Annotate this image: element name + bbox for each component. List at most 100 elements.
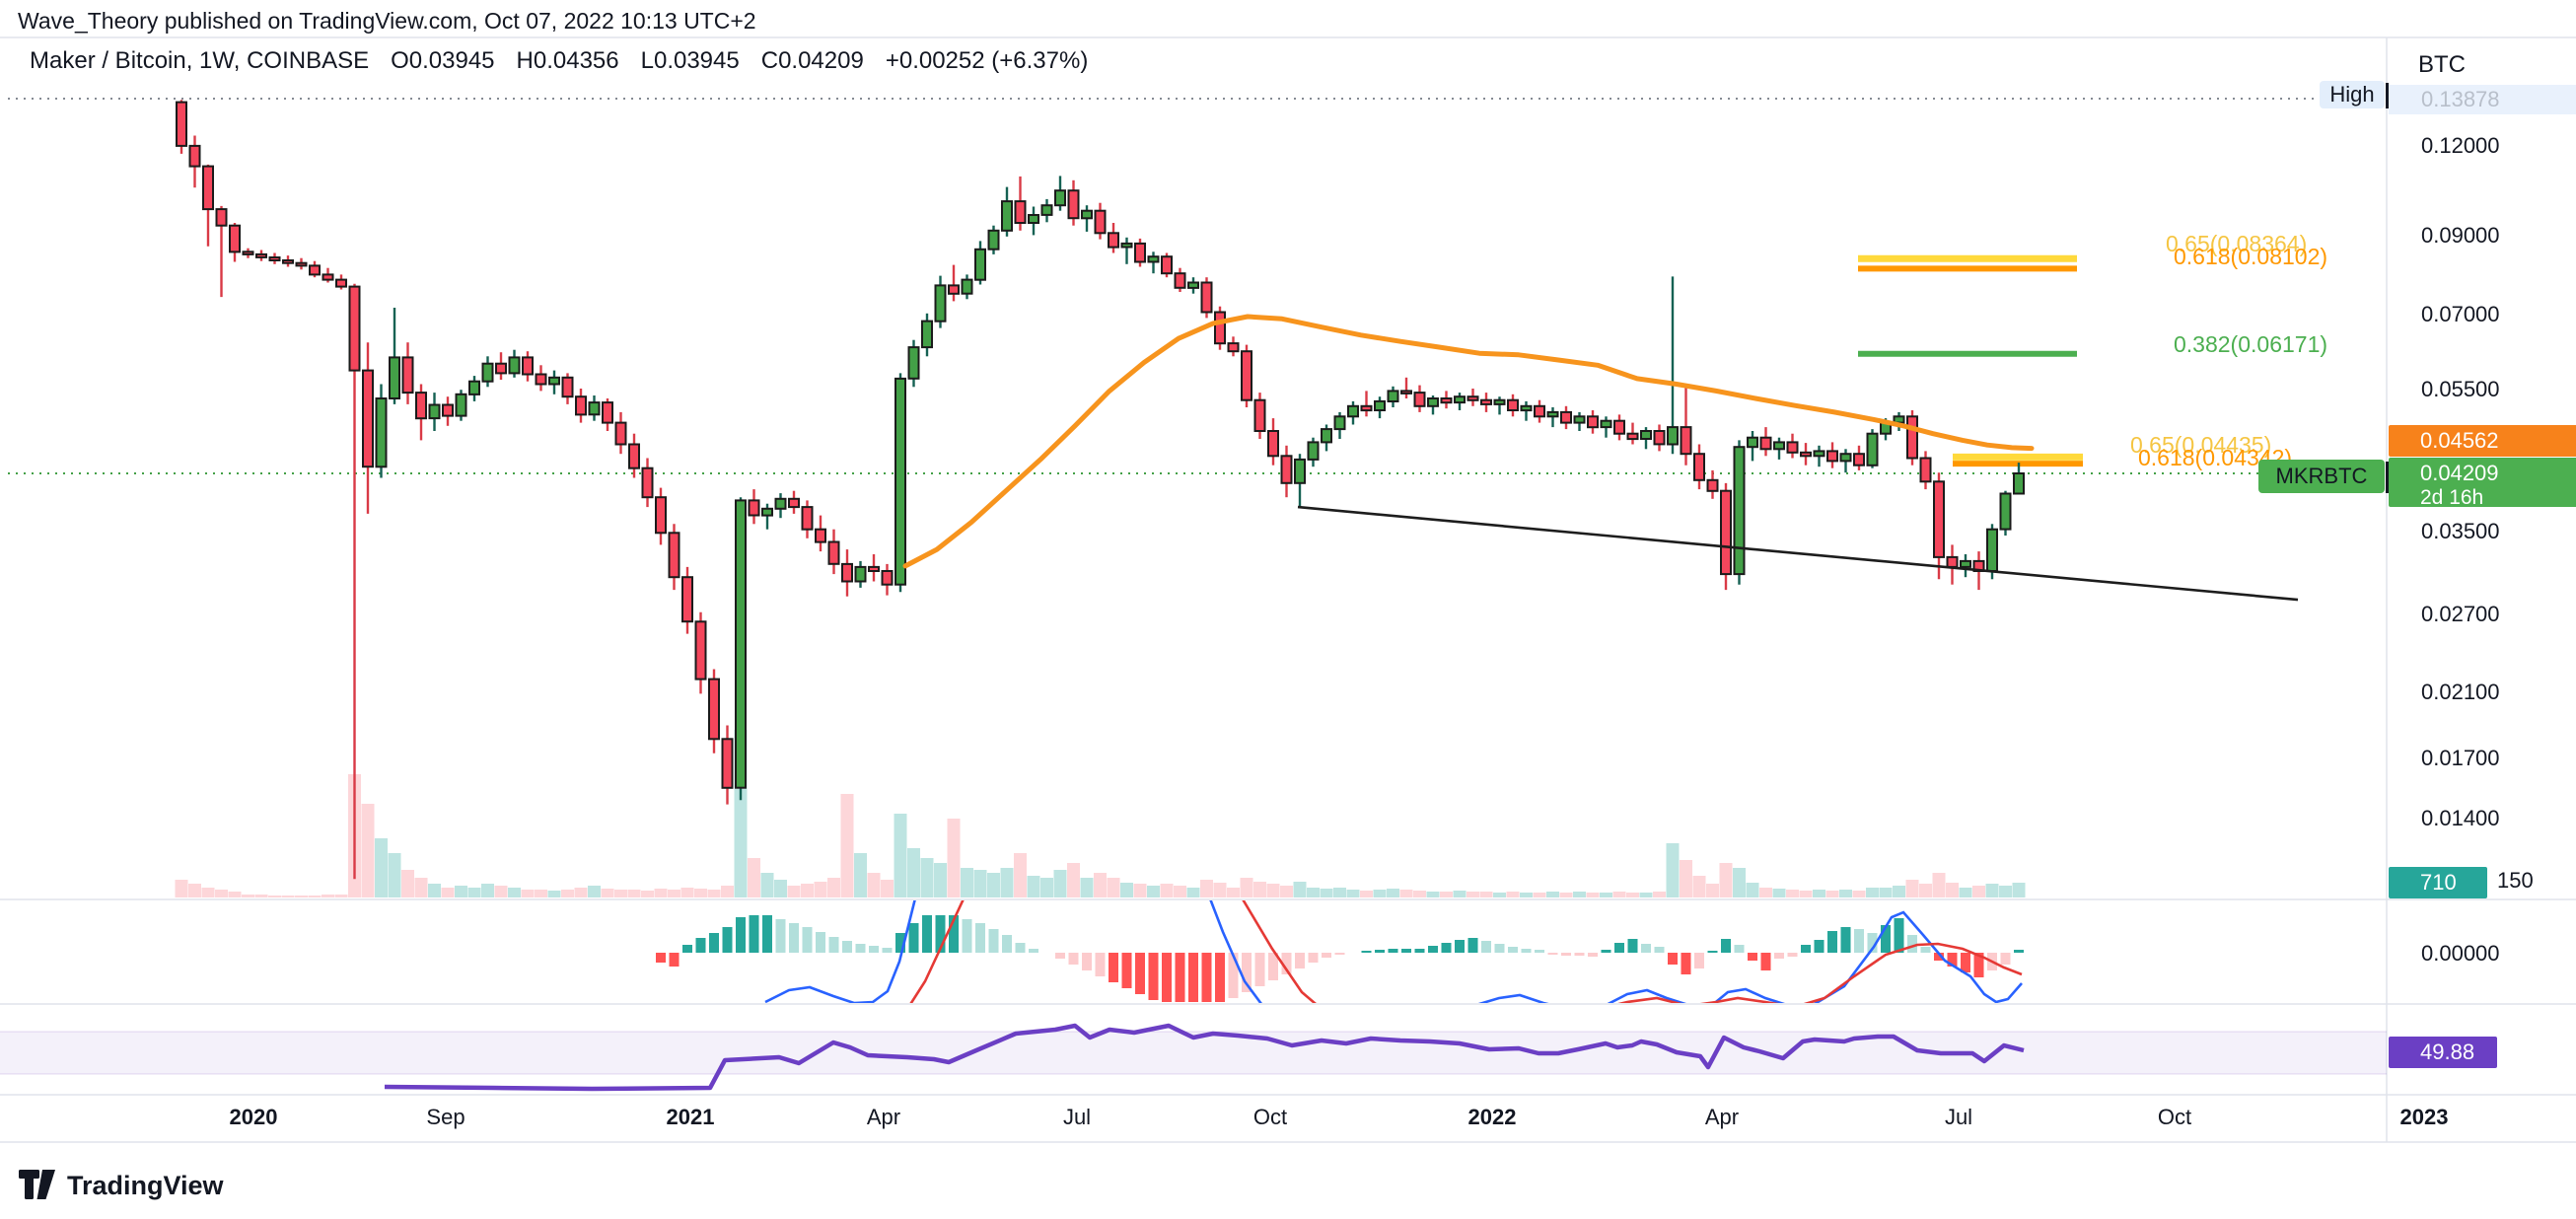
macd-hist-bar: [789, 923, 799, 953]
rsi-line[interactable]: [384, 1023, 2025, 1092]
macd-hist-bar: [1681, 953, 1691, 974]
candle: [1374, 396, 1386, 419]
candle: [614, 411, 627, 455]
candle: [1440, 391, 1453, 409]
bar-countdown: 2d 16h: [2420, 486, 2484, 509]
candle: [1280, 445, 1293, 498]
volume-badge: 710: [2389, 867, 2487, 898]
macd-hist-bar: [1002, 935, 1012, 953]
candle: [1813, 445, 1825, 467]
macd-zero-tick: 0.00000: [2421, 941, 2500, 966]
candlesticks: [176, 100, 2025, 880]
candle: [602, 398, 613, 431]
macd-hist-bar: [1760, 953, 1771, 970]
candle: [1733, 440, 1746, 585]
high-axis-highlight: [2389, 85, 2576, 114]
price-axis-tick: 0.02100: [2421, 680, 2500, 704]
candle: [628, 433, 640, 478]
candle: [827, 529, 840, 575]
candle: [961, 274, 973, 300]
candle: [295, 257, 308, 270]
ohlc-high: H0.04356: [516, 47, 619, 74]
ma-line[interactable]: [902, 314, 2035, 569]
price-axis-tick: 0.09000: [2421, 223, 2500, 248]
macd-hist-bar: [1029, 949, 1038, 953]
macd-hist-bar: [682, 945, 692, 953]
macd-hist-bar: [1668, 953, 1678, 965]
candle: [1333, 411, 1346, 439]
candle: [655, 487, 667, 545]
candle: [1413, 385, 1426, 412]
macd-hist-bar: [1388, 949, 1398, 953]
candle: [1427, 395, 1439, 415]
macd-hist-bar: [1827, 931, 1837, 953]
candle: [1094, 202, 1107, 240]
candle: [1174, 267, 1186, 292]
candle: [1946, 544, 1959, 585]
candle: [1960, 554, 1971, 578]
price-axis-tick: 0.12000: [2421, 133, 2500, 158]
macd-hist-bar: [1907, 935, 1917, 953]
candle: [1307, 437, 1320, 467]
macd-hist-bar: [1947, 953, 1958, 967]
fib-level-label[interactable]: 0.65(0.04435): [2130, 432, 2272, 458]
time-axis-label: 2021: [666, 1105, 715, 1129]
candle: [1028, 206, 1039, 236]
macd-hist-bar: [1574, 953, 1585, 956]
macd-hist-bar: [1694, 953, 1704, 968]
candle: [309, 260, 321, 278]
fib-level-label[interactable]: 0.382(0.06171): [2174, 331, 2328, 357]
fib-level-label[interactable]: 0.618(0.08102): [2174, 244, 2328, 269]
candle: [1626, 422, 1639, 445]
macd-hist-bar: [1242, 953, 1252, 992]
macd-hist-bar: [869, 946, 879, 953]
macd-hist-bar: [1361, 951, 1372, 953]
macd-hist-bar: [1894, 918, 1904, 953]
candle: [1454, 393, 1466, 410]
macd-hist-bar: [1055, 953, 1065, 959]
candle: [1853, 445, 1865, 470]
macd-hist-bar: [988, 929, 999, 953]
macd-hist-bar: [1401, 949, 1411, 953]
fib-level-label[interactable]: 0.65(0.08364): [2166, 231, 2308, 256]
candle: [748, 489, 760, 525]
candle: [348, 283, 361, 880]
symbol-title[interactable]: Maker / Bitcoin, 1W, COINBASE: [30, 47, 370, 74]
candle: [1680, 384, 1692, 466]
macd-hist-bar: [1322, 953, 1331, 958]
candle: [694, 611, 707, 694]
candle: [561, 373, 574, 404]
macd-hist-bar: [1201, 953, 1212, 1002]
macd-hist-bar: [1308, 953, 1319, 963]
candle: [442, 396, 454, 426]
candle: [1520, 400, 1533, 421]
candle: [282, 255, 294, 267]
macd-hist-bar: [1934, 953, 1944, 961]
rsi-pane: [0, 1023, 2387, 1092]
symbol-pill-tick: [2386, 462, 2389, 493]
candle: [1480, 393, 1492, 412]
macd-hist-bar: [1867, 933, 1878, 953]
tradingview-footer[interactable]: TradingView: [18, 1166, 224, 1205]
macd-hist-bar: [1121, 953, 1132, 988]
fib-retracement-lines[interactable]: [1858, 254, 2083, 467]
macd-hist-bar: [1774, 953, 1784, 959]
candle: [934, 275, 947, 328]
candle: [894, 373, 906, 593]
candle: [375, 384, 388, 478]
macd-hist-bar: [1508, 947, 1518, 953]
candle: [1587, 410, 1599, 434]
macd-hist-bar: [1228, 953, 1239, 998]
time-axis-label: 2022: [1467, 1105, 1517, 1129]
candle: [255, 250, 267, 261]
candle: [1706, 469, 1719, 499]
candle: [188, 135, 201, 188]
tradingview-logo-text: TradingView: [67, 1170, 224, 1200]
candle: [1786, 433, 1799, 459]
descending-trendline[interactable]: [1297, 505, 2299, 602]
candle: [1387, 386, 1399, 407]
candle: [1600, 416, 1612, 438]
macd-hist-bar: [1961, 953, 1970, 972]
